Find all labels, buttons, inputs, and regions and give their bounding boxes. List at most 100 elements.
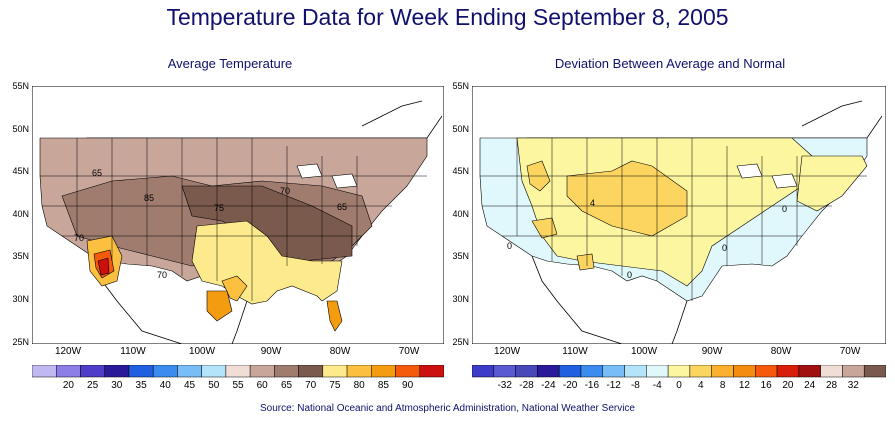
- colorbar-label: 16: [760, 380, 772, 391]
- lat-label: 40N: [12, 209, 29, 219]
- temperature-region-85: [221, 275, 248, 302]
- colorbar-label: 25: [87, 380, 99, 391]
- contour-label: 0: [507, 241, 512, 251]
- lat-label: 25N: [12, 337, 29, 347]
- colorbar-label: 30: [111, 380, 123, 391]
- colorbar-swatch: [152, 365, 178, 378]
- contour-label: 70: [280, 186, 290, 196]
- lon-label: 110W: [120, 346, 146, 357]
- colorbar-label: -4: [652, 380, 662, 391]
- colorbar-swatch: [798, 365, 821, 378]
- average-temperature-colorbar: [32, 365, 444, 378]
- contour-label: 70: [157, 270, 167, 280]
- colorbar-swatch: [646, 365, 669, 378]
- colorbar-swatch: [711, 365, 734, 378]
- lat-label: 50N: [452, 124, 469, 134]
- colorbar-label: 4: [698, 380, 704, 391]
- colorbar-label: -32: [497, 380, 512, 391]
- colorbar-swatch: [128, 365, 154, 378]
- colorbar-label: 28: [825, 380, 838, 391]
- lat-label: 35N: [12, 251, 29, 261]
- lat-label: 30N: [12, 294, 29, 304]
- colorbar-swatch: [225, 365, 251, 378]
- lat-label: 55N: [12, 81, 29, 91]
- contour-label: 0: [782, 204, 787, 214]
- colorbar-label: 8: [719, 380, 726, 391]
- colorbar-swatch: [624, 365, 647, 378]
- colorbar-label: 55: [232, 380, 244, 391]
- colorbar-swatch: [667, 365, 691, 378]
- colorbar-label: -28: [519, 380, 534, 391]
- lon-label: 120W: [493, 346, 521, 357]
- contour-label: 0: [722, 243, 727, 253]
- lon-label: 90W: [701, 346, 723, 357]
- colorbar-label: 24: [804, 380, 816, 391]
- lat-label: 35N: [452, 251, 469, 261]
- colorbar-label: 45: [183, 380, 196, 391]
- colorbar-label: 40: [159, 380, 171, 391]
- colorbar-label: 85: [377, 380, 389, 391]
- colorbar-label: -24: [541, 380, 556, 391]
- colorbar-label: 75: [329, 380, 341, 391]
- colorbar-swatch: [842, 365, 865, 378]
- colorbar-swatch: [104, 365, 130, 378]
- colorbar-swatch: [515, 365, 538, 378]
- colorbar-swatch: [395, 365, 421, 378]
- colorbar-swatch: [177, 365, 202, 378]
- lat-label: 55N: [452, 81, 469, 91]
- colorbar-swatch: [863, 365, 886, 378]
- colorbar-swatch: [776, 365, 800, 378]
- colorbar-label: 32: [847, 380, 859, 391]
- colorbar-label: 50: [208, 380, 220, 391]
- colorbar-swatch: [755, 365, 778, 378]
- colorbar-swatch: [249, 365, 275, 378]
- colorbar-label: 12: [738, 380, 750, 391]
- colorbar-swatch: [322, 365, 348, 378]
- colorbar-swatch: [201, 365, 227, 378]
- average-temperature-map: 65 85 70 75 70 70 65: [32, 86, 444, 344]
- page-title: Temperature Data for Week Ending Septemb…: [166, 4, 729, 30]
- lon-label: 80W: [770, 346, 792, 357]
- colorbar-label: 90: [402, 380, 414, 391]
- lat-label: 45N: [12, 166, 29, 176]
- colorbar-label: 35: [135, 380, 147, 391]
- colorbar-label: 80: [353, 380, 365, 391]
- colorbar-swatch: [733, 365, 756, 378]
- colorbar-swatch: [558, 365, 582, 378]
- colorbar-swatch: [346, 365, 372, 378]
- lon-label: 70W: [839, 346, 861, 357]
- colorbar-label: 20: [62, 380, 74, 391]
- colorbar-swatch: [371, 365, 396, 378]
- colorbar-swatch: [80, 365, 105, 378]
- colorbar-swatch: [472, 365, 495, 378]
- colorbar-label: 65: [280, 380, 293, 391]
- colorbar-label: 20: [782, 380, 794, 391]
- lat-label: 50N: [12, 124, 29, 134]
- lon-label: 70W: [398, 346, 420, 357]
- lat-label: 30N: [452, 294, 469, 304]
- lon-label: 120W: [54, 346, 82, 357]
- colorbar-label: -12: [606, 380, 621, 391]
- deviation-colorbar: [472, 365, 886, 378]
- source-note: Source: National Oceanic and Atmospheric…: [259, 403, 635, 414]
- deviation-map: 0 0 4 0 0: [472, 86, 886, 344]
- lat-label: 45N: [452, 166, 469, 176]
- colorbar-swatch: [419, 365, 444, 378]
- colorbar-swatch: [689, 365, 712, 378]
- colorbar-label: -8: [630, 380, 640, 391]
- colorbar-swatch: [820, 365, 843, 378]
- colorbar-swatch: [55, 365, 81, 378]
- lon-label: 110W: [562, 346, 588, 357]
- colorbar-swatch: [32, 365, 57, 378]
- colorbar-label: -20: [562, 380, 578, 391]
- contour-label: 0: [627, 270, 632, 280]
- contour-label: 70: [74, 233, 84, 243]
- colorbar-swatch: [298, 365, 324, 378]
- lat-label: 25N: [452, 337, 469, 347]
- colorbar-label: 0: [676, 380, 682, 391]
- contour-label: 65: [92, 168, 102, 178]
- colorbar-swatch: [493, 365, 516, 378]
- colorbar-label: 70: [305, 380, 317, 391]
- left-map-subtitle: Average Temperature: [167, 56, 293, 71]
- colorbar-label: 60: [256, 380, 268, 391]
